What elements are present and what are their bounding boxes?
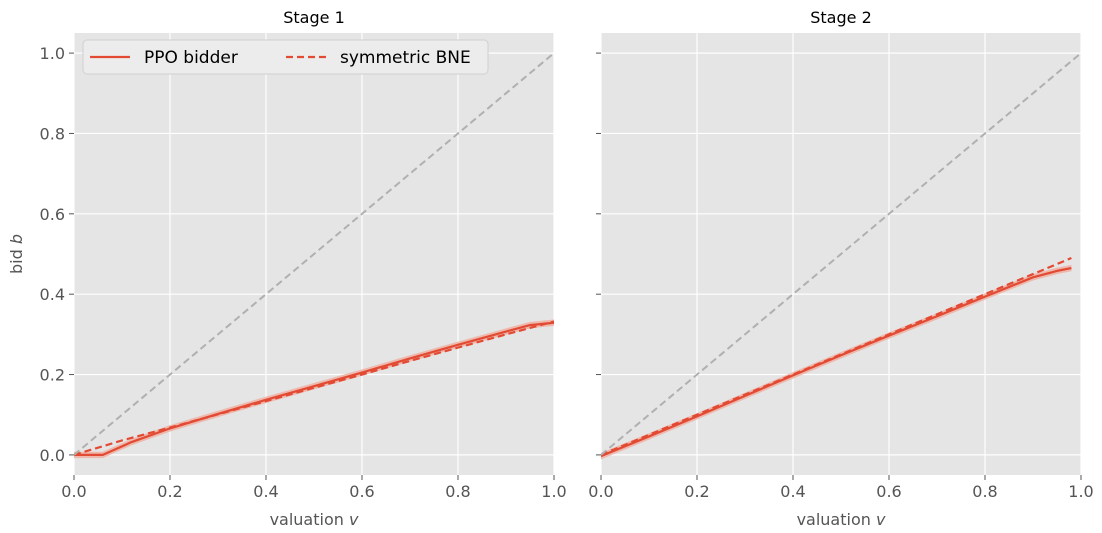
legend-label-ppo: PPO bidder bbox=[144, 48, 238, 68]
panel-2: 0.0 0.2 0.4 0.6 0.8 1.0 Stage 2 valuation v bbox=[588, 8, 1093, 529]
panel-title: Stage 2 bbox=[810, 8, 872, 27]
y-tick-label: 0.0 bbox=[40, 446, 65, 465]
identity-line-panel-2 bbox=[601, 52, 1081, 456]
identity-line-panel-1 bbox=[74, 52, 554, 456]
bne-line-panel-2 bbox=[601, 257, 1072, 456]
y-tick-label: 0.4 bbox=[40, 285, 65, 304]
y-tick-label: 0.2 bbox=[40, 366, 65, 385]
ppo-line-panel-2 bbox=[601, 266, 1072, 458]
panel-title: Stage 1 bbox=[283, 8, 345, 27]
ppo-confidence-band bbox=[601, 264, 1072, 460]
y-tick-label: 0.8 bbox=[40, 124, 65, 143]
bne-line-panel-1 bbox=[74, 320, 554, 456]
x-tick-label: 0.6 bbox=[349, 482, 374, 501]
x-tick-label: 0.2 bbox=[157, 482, 182, 501]
y-tick-label: 1.0 bbox=[40, 44, 65, 63]
x-tick-label: 0.6 bbox=[876, 482, 901, 501]
legend: PPO bidder symmetric BNE bbox=[82, 39, 489, 75]
x-tick-label: 0.0 bbox=[588, 482, 613, 501]
ppo-line-panel-1 bbox=[74, 321, 554, 457]
x-axis-label: valuation v bbox=[797, 510, 886, 529]
x-tick-label: 0.4 bbox=[780, 482, 805, 501]
x-tick-label: 0.2 bbox=[684, 482, 709, 501]
x-tick-label: 1.0 bbox=[1068, 482, 1093, 501]
x-tick-label: 0.4 bbox=[253, 482, 278, 501]
panel-1: 0.0 0.2 0.4 0.6 0.8 1.0 0.0 0.2 0.4 0.6 0.8 1.0 Stag… bbox=[7, 8, 567, 529]
x-tick-label: 0.0 bbox=[61, 482, 86, 501]
x-tick-label: 0.8 bbox=[972, 482, 997, 501]
legend-box bbox=[82, 39, 489, 75]
legend-label-bne: symmetric BNE bbox=[340, 48, 471, 68]
y-tick-label: 0.6 bbox=[40, 205, 65, 224]
x-axis-label: valuation v bbox=[270, 510, 359, 529]
x-tick-label: 0.8 bbox=[445, 482, 470, 501]
y-axis-label: bid b bbox=[7, 234, 26, 274]
x-tick-label: 1.0 bbox=[541, 482, 566, 501]
